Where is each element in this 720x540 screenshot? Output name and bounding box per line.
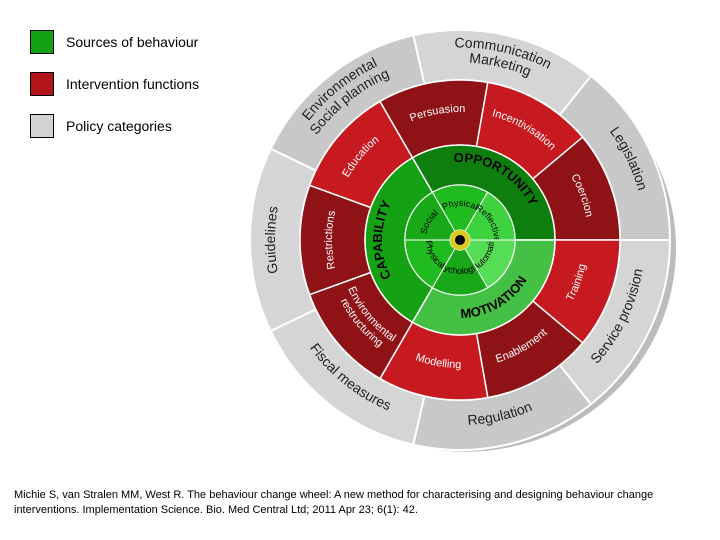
legend-swatch — [30, 114, 54, 138]
legend-swatch — [30, 72, 54, 96]
page-root: Sources of behaviour Intervention functio… — [0, 0, 720, 540]
hub-core — [455, 235, 465, 245]
legend-label: Policy categories — [66, 118, 172, 134]
legend-swatch — [30, 30, 54, 54]
legend-row: Intervention functions — [30, 72, 199, 96]
citation-text: Michie S, van Stralen MM, West R. The be… — [14, 488, 706, 518]
legend-label: Sources of behaviour — [66, 34, 198, 50]
legend-label: Intervention functions — [66, 76, 199, 92]
legend: Sources of behaviour Intervention functio… — [30, 30, 199, 156]
legend-row: Policy categories — [30, 114, 199, 138]
legend-row: Sources of behaviour — [30, 30, 199, 54]
behaviour-change-wheel: GuidelinesEnvironmentalSocial planningCo… — [240, 20, 680, 460]
wheel-svg: GuidelinesEnvironmentalSocial planningCo… — [240, 20, 680, 460]
